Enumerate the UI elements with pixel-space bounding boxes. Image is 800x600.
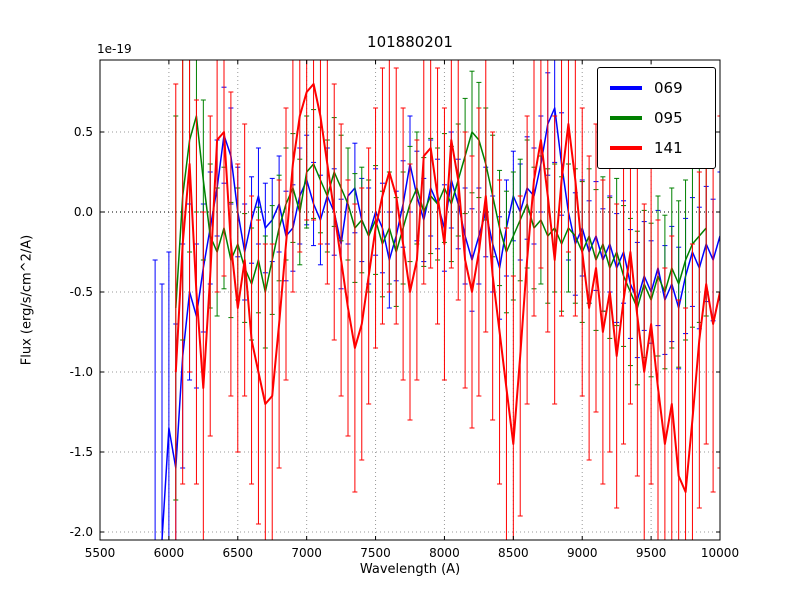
y-tick-label: -2.0	[69, 525, 93, 539]
x-tick-label: 6500	[222, 546, 254, 560]
y-tick-label: -1.5	[69, 445, 93, 459]
legend-line-sample-095	[610, 116, 642, 120]
y-tick-label: 0.5	[73, 125, 93, 139]
x-tick-label: 6000	[153, 546, 185, 560]
x-tick-label: 9500	[635, 546, 667, 560]
legend-label: 069	[654, 79, 683, 97]
legend: 069 095 141	[597, 67, 716, 169]
legend-entry-069: 069	[598, 73, 715, 103]
y-tick-label: -1.0	[69, 365, 93, 379]
y-tick-label: -0.5	[69, 285, 93, 299]
legend-line-sample-069	[610, 86, 642, 90]
x-tick-label: 8000	[429, 546, 460, 560]
legend-line-sample-141	[610, 146, 642, 150]
x-tick-label: 8500	[498, 546, 529, 560]
y-tick-label: 0.0	[73, 205, 93, 219]
y-axis-offset-text: 1e-19	[97, 42, 132, 56]
x-axis-label: Wavelength (A)	[359, 562, 461, 577]
x-tick-label: 7000	[291, 546, 322, 560]
legend-label: 141	[654, 139, 683, 157]
legend-entry-095: 095	[598, 103, 715, 133]
y-axis-label: Flux (erg/s/cm^2/A)	[19, 234, 35, 366]
x-tick-label: 7500	[360, 546, 391, 560]
legend-entry-141: 141	[598, 133, 715, 163]
x-tick-label: 9000	[566, 546, 598, 560]
x-tick-label: 10000	[700, 546, 740, 560]
plot-title: 101880201	[367, 33, 453, 51]
legend-label: 095	[654, 109, 683, 127]
x-tick-label: 5500	[84, 546, 116, 560]
